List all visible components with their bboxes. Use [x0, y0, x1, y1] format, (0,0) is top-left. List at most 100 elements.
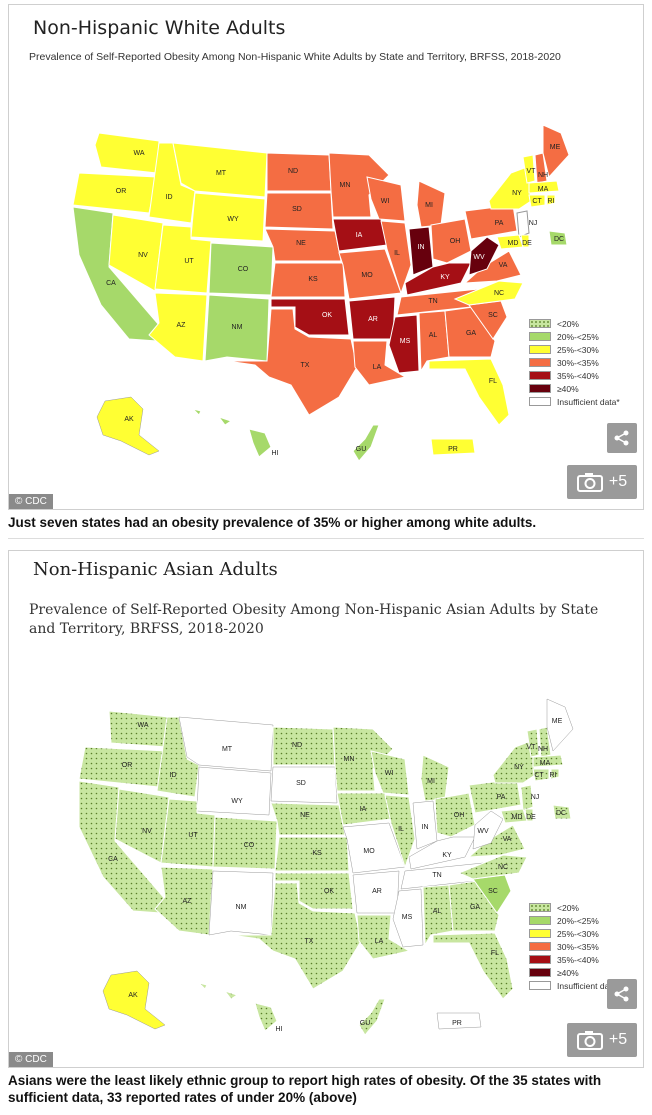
state-dc — [548, 230, 568, 246]
state-mn — [328, 152, 390, 218]
state-label-ms: MS — [402, 914, 413, 921]
state-nc — [457, 854, 528, 880]
state-label-ca: CA — [108, 856, 118, 863]
state-wi — [370, 750, 410, 796]
state-label-co: CO — [244, 842, 255, 849]
us-map-asian: WA OR CA ID NV MT WY UT AZ CO NM ND SD NE KS OK TX MN IA MO… — [78, 698, 574, 1036]
state-nj — [520, 784, 534, 812]
state-or — [72, 172, 158, 214]
state-label-in: IN — [422, 824, 429, 831]
state-label-wi: WI — [381, 198, 390, 205]
state-de — [520, 234, 530, 248]
legend-item: 35%-<40% — [529, 953, 620, 966]
state-label-nc: NC — [494, 290, 504, 297]
us-map-white: WA OR CA ID NV MT WY UT AZ CO NM ND SD NE KS OK TX MN IA MO… — [72, 124, 570, 462]
state-wa — [108, 710, 170, 748]
state-il — [384, 794, 416, 869]
state-label-hi: HI — [272, 450, 279, 457]
state-label-wi: WI — [385, 770, 394, 777]
state-label-nh: NH — [538, 172, 548, 179]
state-label-nj: NJ — [531, 794, 540, 801]
state-label-ny: NY — [512, 190, 522, 197]
state-label-oh: OH — [450, 238, 461, 245]
state-label-va: VA — [499, 262, 508, 269]
map-legend: <20% 20%-<25% 25%-<30% 30%-<35% 35%-<40%… — [529, 317, 620, 408]
legend-item: 20%-<25% — [529, 914, 620, 927]
state-wy — [190, 192, 266, 242]
state-label-sd: SD — [292, 206, 302, 213]
state-la — [356, 914, 411, 960]
legend-item: 25%-<30% — [529, 343, 620, 356]
legend-item: 30%-<35% — [529, 356, 620, 369]
state-ri — [550, 768, 560, 780]
state-wy — [196, 766, 272, 816]
share-icon — [614, 430, 629, 446]
state-label-fl: FL — [489, 378, 497, 385]
state-mo — [338, 248, 402, 300]
state-label-mo: MO — [363, 848, 375, 855]
state-ms — [388, 314, 420, 374]
state-vt — [522, 154, 536, 184]
state-dc — [552, 804, 572, 820]
state-wa — [94, 132, 160, 174]
share-button[interactable] — [607, 979, 637, 1009]
state-il — [380, 220, 412, 295]
state-label-la: LA — [373, 364, 382, 371]
share-icon — [614, 986, 629, 1002]
state-label-mt: MT — [222, 746, 233, 753]
state-label-ga: GA — [466, 330, 476, 337]
state-nv — [108, 214, 164, 292]
state-label-ct: CT — [532, 198, 542, 205]
state-label-mi: MI — [427, 778, 435, 785]
state-ga — [448, 880, 500, 932]
state-label-pa: PA — [497, 794, 506, 801]
state-label-pr: PR — [448, 446, 458, 453]
state-label-mi: MI — [425, 202, 433, 209]
caption: Just seven states had an obesity prevale… — [8, 515, 537, 530]
state-label-dc: DC — [556, 810, 566, 817]
legend-item: 35%-<40% — [529, 369, 620, 382]
state-az — [154, 866, 214, 936]
figure-title: Non-Hispanic White Adults — [33, 17, 286, 39]
state-az — [148, 292, 208, 362]
state-label-sc: SC — [488, 888, 498, 895]
state-nh — [534, 152, 548, 184]
state-label-ne: NE — [300, 812, 310, 819]
gallery-count: +5 — [608, 473, 628, 490]
state-label-ky: KY — [440, 274, 450, 281]
state-fl — [432, 932, 514, 1000]
state-pr — [430, 438, 476, 456]
state-label-gu: GU — [360, 1020, 371, 1027]
legend-item: Insufficient data* — [529, 979, 620, 992]
state-label-ks: KS — [312, 850, 322, 857]
state-ma — [528, 180, 560, 194]
gallery-button[interactable]: +5 — [567, 465, 637, 499]
state-mo — [342, 822, 406, 874]
state-oh — [434, 792, 476, 838]
gallery-button[interactable]: +5 — [567, 1023, 637, 1057]
state-nm — [208, 870, 274, 936]
state-label-ne: NE — [296, 240, 306, 247]
state-label-il: IL — [398, 826, 404, 833]
state-label-ut: UT — [184, 258, 194, 265]
state-ak — [96, 396, 160, 456]
state-ut — [160, 798, 216, 868]
state-ne — [264, 228, 342, 262]
state-label-tn: TN — [432, 872, 441, 879]
state-label-de: DE — [522, 240, 532, 247]
state-label-ia: IA — [356, 232, 363, 239]
state-label-la: LA — [375, 938, 384, 945]
share-button[interactable] — [607, 423, 637, 453]
legend-item: ≥40% — [529, 382, 620, 395]
state-label-nm: NM — [236, 904, 247, 911]
state-label-ny: NY — [514, 764, 524, 771]
state-ok — [274, 872, 354, 910]
legend-item: 25%-<30% — [529, 927, 620, 940]
state-label-wy: WY — [231, 798, 243, 805]
state-label-ca: CA — [106, 280, 116, 287]
state-pr — [436, 1012, 482, 1030]
state-label-ok: OK — [324, 888, 334, 895]
state-vt — [526, 728, 540, 758]
state-hi — [191, 408, 272, 458]
state-label-ak: AK — [124, 416, 134, 423]
